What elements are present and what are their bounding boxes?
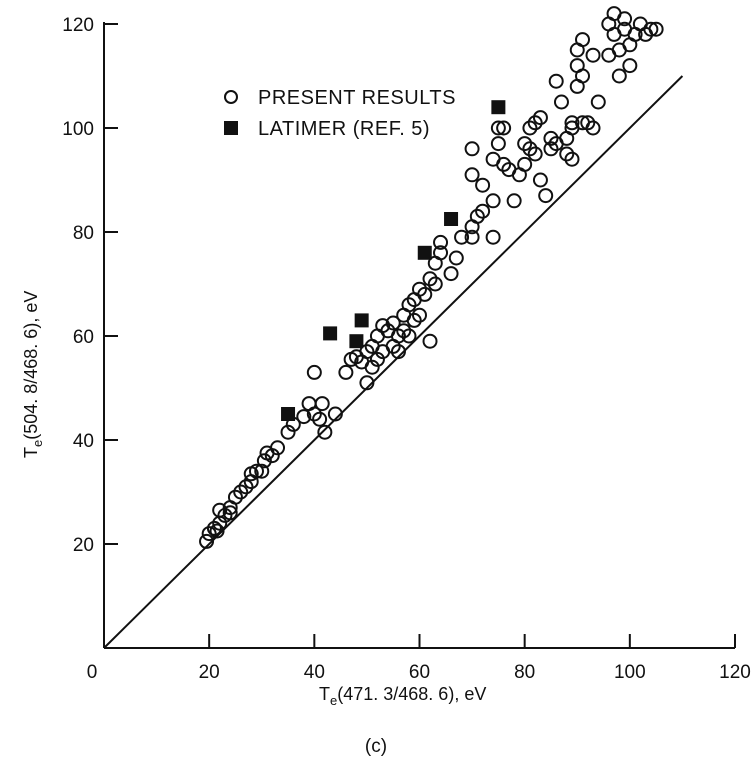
present-results-point — [466, 168, 479, 181]
present-results-point — [360, 376, 373, 389]
x-tick-label: 0 — [87, 662, 98, 683]
legend: PRESENT RESULTS LATIMER (REF. 5) — [224, 87, 456, 140]
x-axis-title-main: T — [319, 684, 330, 704]
y-tick-label: 20 — [73, 535, 94, 556]
x-axis: 0 20 40 60 80 100 120 — [87, 634, 751, 683]
y-axis-title-subscript: e — [30, 440, 45, 447]
y-axis-title: Te(504. 8/468. 6), eV — [21, 291, 45, 458]
y-axis-title-rest: (504. 8/468. 6), eV — [21, 291, 41, 440]
present-results-point — [429, 278, 442, 291]
present-results-point — [450, 252, 463, 265]
present-results-point — [316, 397, 329, 410]
present-results-point — [539, 189, 552, 202]
x-tick-label: 100 — [614, 662, 646, 683]
present-results-point — [418, 288, 431, 301]
x-axis-title-rest: (471. 3/468. 6), eV — [337, 684, 486, 704]
y-axis: 20 40 60 80 100 120 — [62, 15, 118, 648]
present-results-point — [518, 158, 531, 171]
present-results-point — [487, 194, 500, 207]
present-results-point — [434, 236, 447, 249]
present-results-point — [392, 345, 405, 358]
y-tick-label: 60 — [73, 327, 94, 348]
y-tick-label: 40 — [73, 431, 94, 452]
present-results-point — [618, 12, 631, 25]
x-tick-label: 80 — [514, 662, 535, 683]
present-results-point — [650, 23, 663, 36]
x-axis-title-subscript: e — [330, 693, 337, 708]
present-results-point — [576, 33, 589, 46]
reference-line — [104, 76, 682, 648]
present-results-point — [534, 174, 547, 187]
present-results-point — [623, 59, 636, 72]
latimer-point — [355, 313, 369, 327]
x-tick-label: 40 — [304, 662, 325, 683]
y-axis-title-main: T — [21, 447, 41, 458]
legend-label-present-results: PRESENT RESULTS — [258, 87, 456, 109]
present-results-point — [587, 122, 600, 135]
present-results-point — [529, 148, 542, 161]
latimer-point — [418, 246, 432, 260]
legend-label-latimer: LATIMER (REF. 5) — [258, 118, 430, 140]
legend-marker-latimer — [224, 121, 238, 135]
present-results-point — [445, 267, 458, 280]
present-results-point — [402, 330, 415, 343]
present-results-point — [555, 96, 568, 109]
present-results-point — [308, 366, 321, 379]
present-results-point — [492, 137, 505, 150]
present-results-point — [592, 96, 605, 109]
x-axis-title: Te(471. 3/468. 6), eV — [319, 684, 486, 708]
present-results-point — [565, 153, 578, 166]
legend-marker-present-results — [225, 91, 237, 103]
y-tick-label: 120 — [62, 15, 94, 36]
x-tick-label: 60 — [409, 662, 430, 683]
present-results-point — [339, 366, 352, 379]
y-tick-label: 100 — [62, 119, 94, 140]
latimer-point — [349, 334, 363, 348]
present-results-point — [576, 70, 589, 83]
present-results-point — [413, 309, 426, 322]
latimer-point — [323, 326, 337, 340]
y-tick-label: 80 — [73, 223, 94, 244]
present-results-point — [487, 231, 500, 244]
present-results-point — [424, 335, 437, 348]
present-results-point — [508, 194, 521, 207]
latimer-point — [491, 100, 505, 114]
present-results-point — [550, 75, 563, 88]
present-results-point — [497, 122, 510, 135]
present-results-point — [613, 70, 626, 83]
present-results-point — [476, 205, 489, 218]
present-results-point — [534, 111, 547, 124]
x-tick-label: 20 — [199, 662, 220, 683]
present-results-point — [271, 441, 284, 454]
present-results-point — [313, 413, 326, 426]
present-results-point — [318, 426, 331, 439]
latimer-point — [281, 407, 295, 421]
present-results-point — [587, 49, 600, 62]
x-tick-label: 120 — [719, 662, 751, 683]
present-results-point — [329, 408, 342, 421]
figure-caption: (c) — [365, 736, 387, 757]
present-results-point — [466, 142, 479, 155]
present-results-point — [476, 179, 489, 192]
latimer-point — [444, 212, 458, 226]
